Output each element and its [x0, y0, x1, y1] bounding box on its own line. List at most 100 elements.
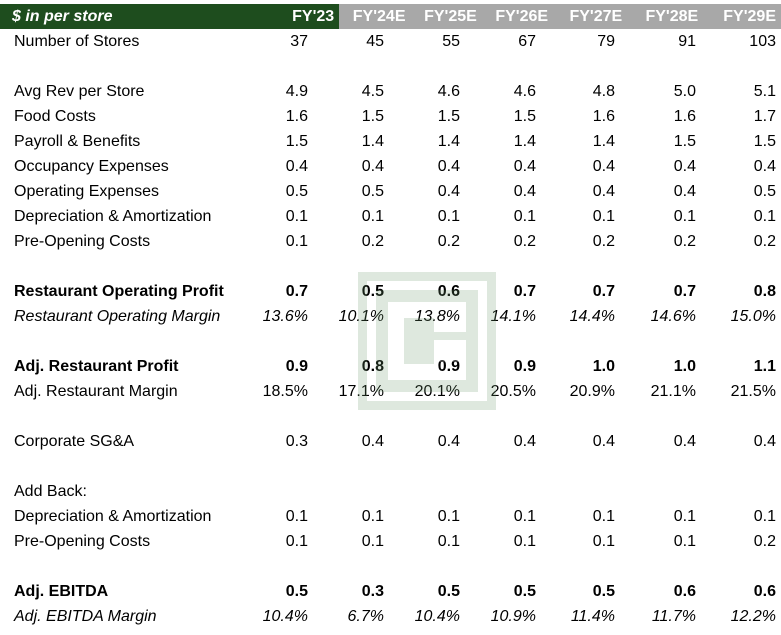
row-value: 0.4: [437, 183, 460, 200]
row-value: 0.4: [592, 183, 615, 200]
row-value: 1.0: [592, 358, 615, 375]
row-value: 1.4: [437, 133, 460, 150]
row-value: 1.0: [673, 358, 696, 375]
row-value: 4.8: [592, 83, 615, 100]
row-value: 1.6: [285, 108, 308, 125]
row-value: 0.1: [285, 533, 308, 550]
row-value: 0.1: [361, 508, 384, 525]
table-row: Pre-Opening Costs 0.1 0.2 0.2 0.2 0.2 0.2 0.2: [0, 229, 781, 254]
row-value: 0.1: [437, 208, 460, 225]
row-label: Corporate SG&A: [14, 433, 135, 450]
row-label: Pre-Opening Costs: [14, 233, 151, 250]
row-value: 1.4: [361, 133, 384, 150]
row-value: 0.1: [285, 508, 308, 525]
table-row: Restaurant Operating Margin 13.6% 10.1% 13.…: [0, 304, 781, 329]
row-value: 0.1: [361, 208, 384, 225]
row-value: 0.1: [513, 533, 536, 550]
row-value: 0.2: [437, 233, 460, 250]
row-value: 0.4: [673, 158, 696, 175]
row-value: 1.5: [285, 133, 308, 150]
row-value: 0.1: [673, 533, 696, 550]
row-value: 1.5: [513, 108, 536, 125]
row-value: 0.4: [513, 158, 536, 175]
table-row: Corporate SG&A 0.3 0.4 0.4 0.4 0.4 0.4 0.4: [0, 429, 781, 454]
row-value: 37: [290, 33, 308, 50]
table-row: Adj. Restaurant Margin 18.5% 17.1% 20.1% 20.…: [0, 379, 781, 404]
row-value: 0.8: [753, 283, 776, 300]
year-header-5: FY'28E: [627, 4, 704, 29]
row-value: 0.4: [361, 433, 384, 450]
row-label: Adj. EBITDA: [14, 583, 109, 600]
row-value: 0.2: [513, 233, 536, 250]
row-value: 0.7: [513, 283, 536, 300]
row-value: 4.6: [513, 83, 536, 100]
row-value: 20.1%: [414, 383, 460, 400]
row-value: 0.1: [592, 533, 615, 550]
row-value: 17.1%: [338, 383, 384, 400]
row-value: 20.9%: [569, 383, 615, 400]
row-value: 1.5: [437, 108, 460, 125]
table-row: Payroll & Benefits 1.5 1.4 1.4 1.4 1.4 1.5 1.5: [0, 129, 781, 154]
table-row: Adj. EBITDA Margin 10.4% 6.7% 10.4% 10.9% 11.…: [0, 604, 781, 629]
row-value: 0.9: [285, 358, 308, 375]
row-label: Food Costs: [14, 108, 96, 125]
row-value: 0.5: [361, 183, 384, 200]
row-value: 0.1: [437, 533, 460, 550]
row-value: 0.1: [513, 208, 536, 225]
row-value: 0.6: [673, 583, 696, 600]
year-header-2: FY'25E: [410, 4, 482, 29]
year-header-3: FY'26E: [481, 4, 554, 29]
table-row: Avg Rev per Store 4.9 4.5 4.6 4.6 4.8 5.0 5.1: [0, 79, 781, 104]
row-value: 1.7: [753, 108, 776, 125]
row-value: 14.6%: [650, 308, 696, 325]
row-value: 5.1: [753, 83, 776, 100]
row-value: 1.6: [592, 108, 615, 125]
row-value: 0.1: [592, 208, 615, 225]
row-value: 18.5%: [262, 383, 308, 400]
row-value: 0.4: [753, 433, 776, 450]
table-row: Number of Stores 37 45 55 67 79 91 103: [0, 29, 781, 54]
row-value: 0.1: [513, 508, 536, 525]
row-value: 0.2: [673, 233, 696, 250]
row-value: 1.6: [673, 108, 696, 125]
table-row: Restaurant Operating Profit 0.7 0.5 0.6 0.7 0…: [0, 279, 781, 304]
row-value: 21.5%: [730, 383, 776, 400]
row-value: 0.8: [361, 358, 384, 375]
row-value: 1.5: [673, 133, 696, 150]
row-value: 0.1: [753, 508, 776, 525]
row-value: 91: [678, 33, 696, 50]
row-value: 0.2: [592, 233, 615, 250]
row-label: Occupancy Expenses: [14, 158, 169, 175]
table-header: $ in per store FY'23 FY'24E FY'25E FY'26E FY'…: [0, 4, 781, 29]
table-row: Pre-Opening Costs 0.1 0.1 0.1 0.1 0.1 0.1 0.2: [0, 529, 781, 554]
row-value: 6.7%: [347, 608, 384, 625]
row-value: 0.9: [437, 358, 460, 375]
row-value: 67: [518, 33, 536, 50]
row-value: 0.4: [513, 433, 536, 450]
row-value: 0.5: [592, 583, 615, 600]
table-row: Food Costs 1.6 1.5 1.5 1.5 1.6 1.6 1.7: [0, 104, 781, 129]
table-row: Adj. EBITDA 0.5 0.3 0.5 0.5 0.5 0.6 0.6: [0, 579, 781, 604]
row-value: 11.7%: [651, 608, 696, 625]
year-header-0: FY'23: [292, 4, 340, 29]
row-value: 0.1: [285, 208, 308, 225]
row-value: 0.4: [592, 433, 615, 450]
row-label: Number of Stores: [14, 33, 140, 50]
row-value: 0.4: [673, 183, 696, 200]
row-value: 21.1%: [650, 383, 696, 400]
logo-watermark-icon: [358, 272, 496, 410]
row-value: 0.5: [513, 583, 536, 600]
row-label: Depreciation & Amortization: [14, 508, 212, 525]
row-value: 5.0: [673, 83, 696, 100]
row-value: 1.5: [361, 108, 384, 125]
table-row: Occupancy Expenses 0.4 0.4 0.4 0.4 0.4 0.4 0.4: [0, 154, 781, 179]
row-value: 0.4: [592, 158, 615, 175]
row-label: Restaurant Operating Profit: [14, 283, 224, 300]
table-row: Depreciation & Amortization 0.1 0.1 0.1 0.1 0…: [0, 204, 781, 229]
row-value: 12.2%: [730, 608, 776, 625]
row-label: Adj. Restaurant Margin: [14, 383, 178, 400]
row-value: 0.7: [673, 283, 696, 300]
year-header-6: FY'29E: [703, 4, 781, 29]
row-value: 0.7: [592, 283, 615, 300]
row-value: 0.4: [673, 433, 696, 450]
